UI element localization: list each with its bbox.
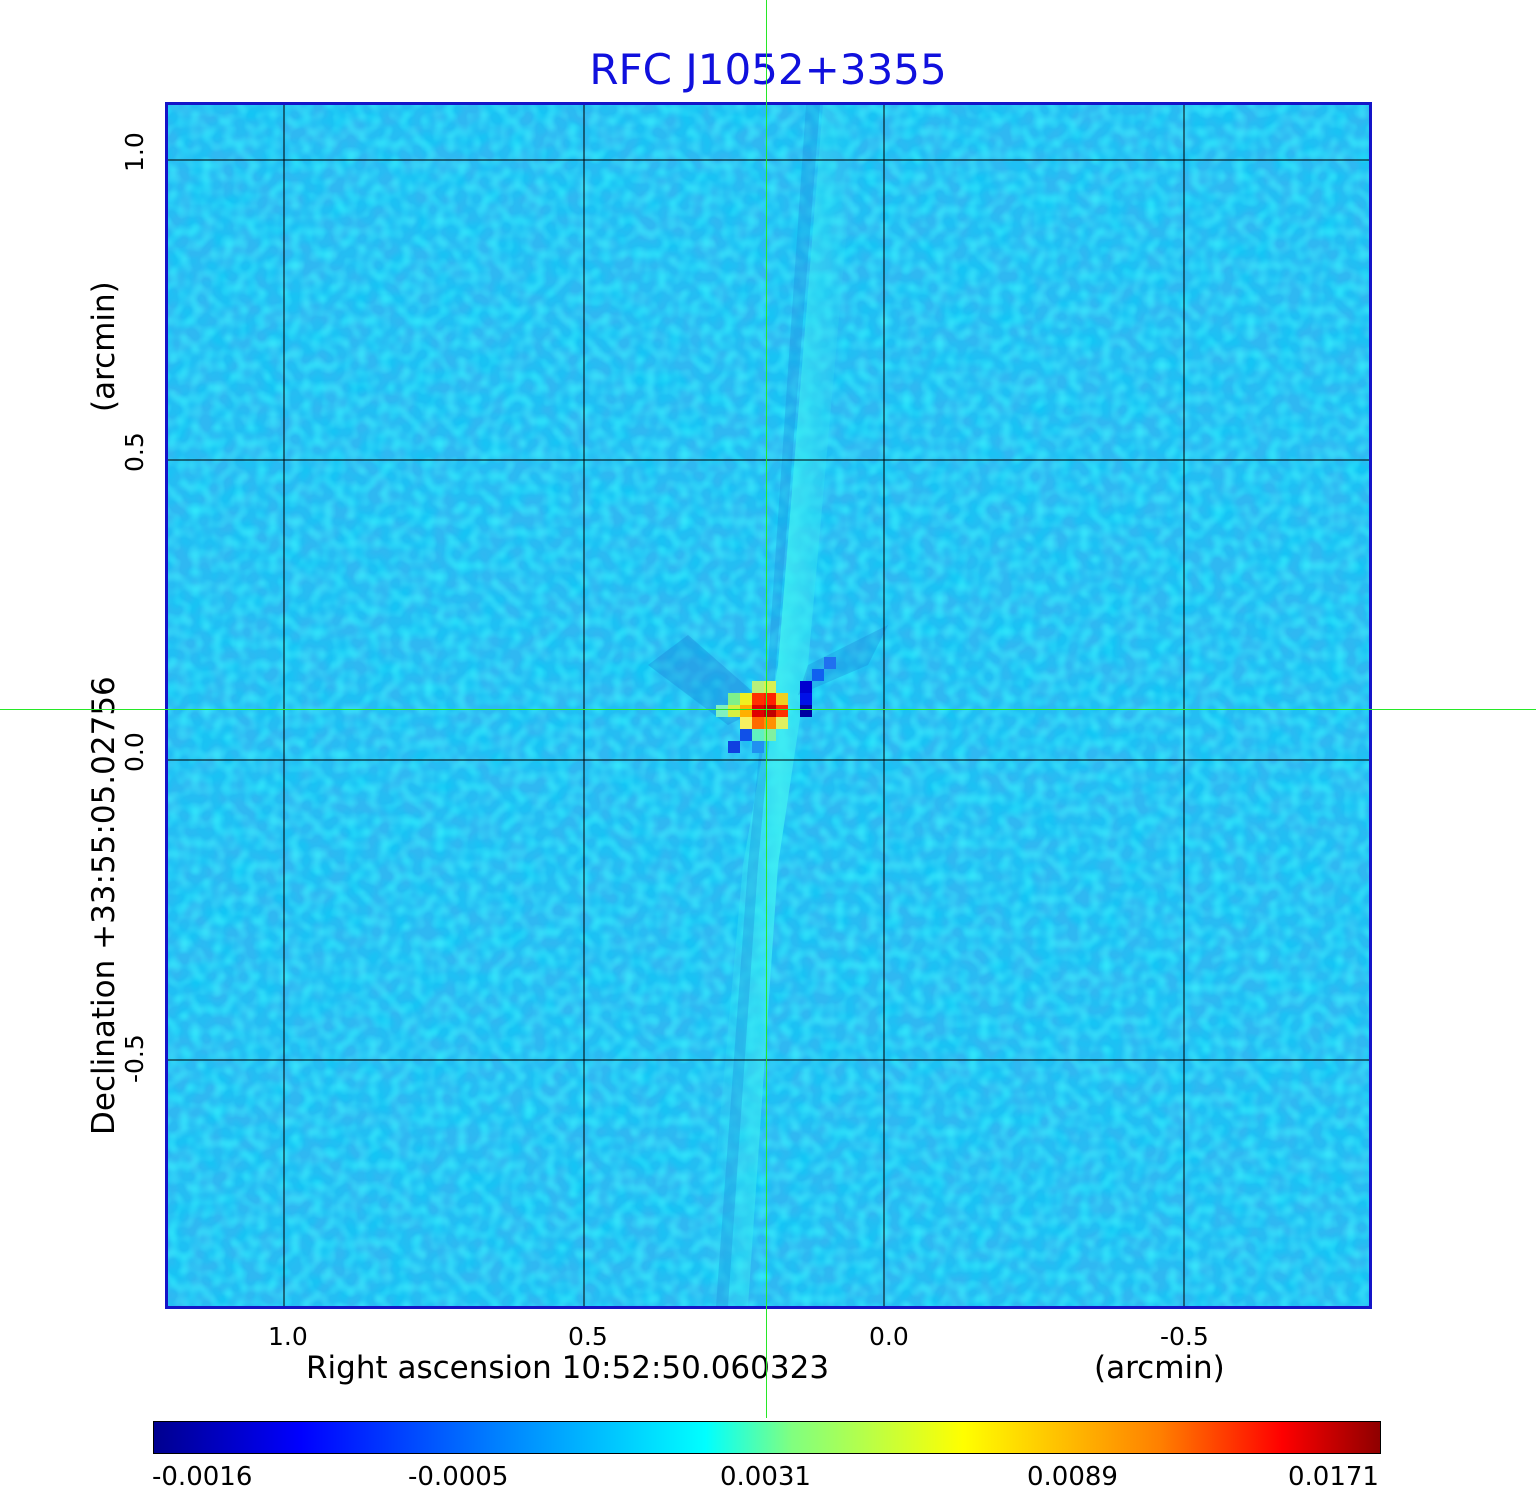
x-tick-label: 0.0 bbox=[869, 1322, 909, 1351]
y-tick-label: 0.5 bbox=[120, 432, 149, 472]
x-axis-label: Right ascension 10:52:50.060323 bbox=[306, 1350, 830, 1386]
y-tick-label: 1.0 bbox=[120, 132, 149, 172]
coordinate-grid bbox=[168, 105, 1369, 1306]
colorbar-label: 0.0171 bbox=[1288, 1462, 1379, 1492]
map-image bbox=[168, 105, 1369, 1306]
crosshair-horizontal bbox=[0, 709, 1536, 710]
x-axis-unit: (arcmin) bbox=[1094, 1350, 1225, 1386]
map-title: RFC J1052+3355 bbox=[589, 45, 947, 94]
colorbar-label: -0.0016 bbox=[152, 1462, 253, 1492]
colorbar bbox=[153, 1421, 1381, 1454]
colorbar-label: -0.0005 bbox=[408, 1462, 509, 1492]
x-tick-label: 0.5 bbox=[568, 1322, 608, 1351]
y-tick-label: -0.5 bbox=[120, 1034, 149, 1083]
y-axis-label: Declination +33:55:05.02756 bbox=[86, 676, 122, 1135]
y-axis-unit: (arcmin) bbox=[86, 281, 122, 412]
colorbar-label: 0.0031 bbox=[720, 1462, 811, 1492]
crosshair-vertical bbox=[766, 0, 767, 1418]
bright-source bbox=[716, 657, 836, 753]
x-tick-label: 1.0 bbox=[268, 1322, 308, 1351]
y-tick-label: 0.0 bbox=[120, 732, 149, 772]
radio-image-map[interactable] bbox=[165, 102, 1372, 1309]
x-tick-label: -0.5 bbox=[1160, 1322, 1209, 1351]
colorbar-label: 0.0089 bbox=[1027, 1462, 1118, 1492]
